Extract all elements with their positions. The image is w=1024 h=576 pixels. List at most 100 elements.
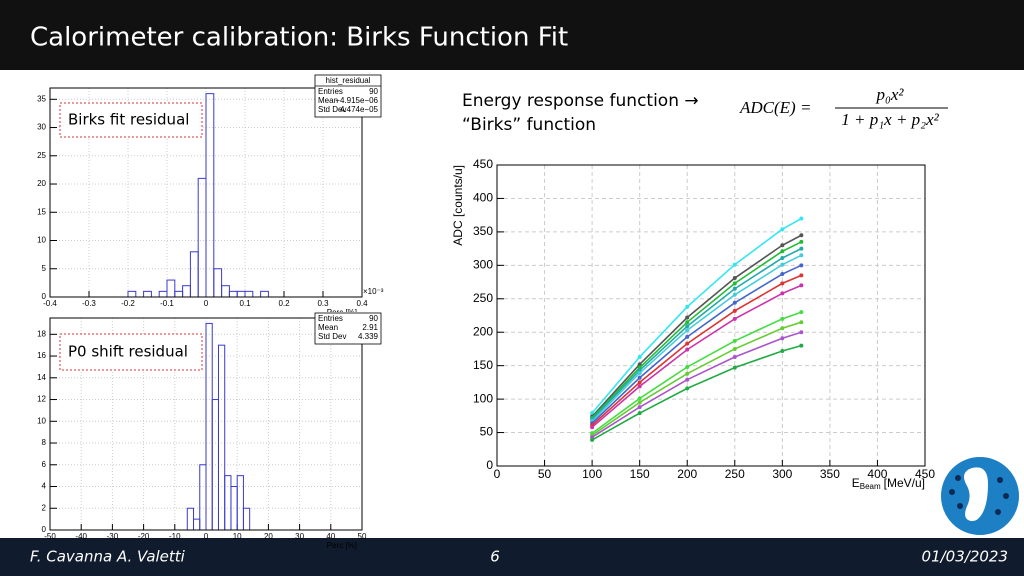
series-point (799, 320, 804, 325)
x-tick-label: 0 (204, 532, 209, 541)
series-point (780, 326, 785, 331)
series-point (799, 330, 804, 335)
x-tick-label: 350 (820, 467, 840, 481)
x-tick-label: -30 (107, 532, 119, 541)
y-tick-label: 10 (37, 416, 46, 425)
x-tick-label: 400 (867, 467, 887, 481)
stats-name: Entries (318, 87, 343, 96)
series-point (780, 272, 785, 277)
series-point (637, 384, 642, 389)
x-tick-label: -10 (169, 532, 181, 541)
y-tick-label: 25 (37, 151, 46, 160)
y-tick-label: 250 (473, 291, 493, 305)
x-axis-label: Perc [%] (327, 541, 357, 550)
x-tick-label: 0.2 (278, 299, 290, 308)
series-point (685, 377, 690, 382)
series-point (780, 262, 785, 267)
series-point (799, 233, 804, 238)
x-axis-label: EBeam [MeV/u] (852, 476, 925, 491)
x-axis-label-sub: Beam (860, 482, 881, 491)
plot-frame (496, 164, 926, 467)
logo-dot (957, 503, 963, 509)
annotation-box (59, 333, 203, 371)
y-tick-label: 350 (473, 224, 493, 238)
series-line (591, 321, 802, 436)
logo-dot (955, 475, 961, 481)
series-point (780, 255, 785, 260)
series-point (685, 386, 690, 391)
series-point (799, 216, 804, 221)
series-line (591, 274, 802, 426)
footer-authors: F. Cavanna A. Valetti (30, 548, 186, 566)
series-point (732, 300, 737, 305)
y-tick-label: 6 (42, 460, 47, 469)
x-tick-label: 150 (630, 467, 650, 481)
series-line (591, 241, 802, 419)
series-point (685, 315, 690, 320)
x-tick-label: 250 (725, 467, 745, 481)
stats-value: 90 (369, 314, 378, 323)
x-tick-label: 50 (358, 532, 367, 541)
stats-title: hist_residual (326, 76, 371, 85)
y-tick-label: 35 (37, 94, 46, 103)
x-tick-label: -0.4 (43, 299, 57, 308)
y-axis-label: ADC [counts/u] (451, 165, 465, 246)
series-point (780, 227, 785, 232)
chart-panel (445, 150, 940, 500)
series-point (637, 411, 642, 416)
x-tick-label: 0.4 (356, 299, 368, 308)
stats-name: Entries (318, 314, 343, 323)
y-tick-label: 8 (42, 438, 47, 447)
stats-box (314, 74, 382, 118)
formula-numerator: p₀x² (875, 85, 904, 104)
x-tick-label: 40 (326, 532, 335, 541)
y-tick-label: 10 (37, 236, 46, 245)
y-tick-label: 450 (473, 157, 493, 171)
series-point (685, 304, 690, 309)
x-tick-label: 200 (677, 467, 697, 481)
series-point (590, 411, 595, 416)
series-point (732, 365, 737, 370)
y-tick-label: 30 (37, 123, 46, 132)
y-tick-label: 0 (42, 525, 47, 534)
y-tick-label: 0 (42, 292, 47, 301)
x-tick-label: 100 (582, 467, 602, 481)
stats-name: Std Dev (318, 332, 346, 341)
stats-box (314, 312, 382, 345)
x-tick-label: 50 (538, 467, 552, 481)
logo-dot (949, 489, 955, 495)
series-point (732, 286, 737, 291)
stats-name: Std Dev (318, 105, 346, 114)
x-tick-label: 0 (494, 467, 501, 481)
series-line (591, 284, 802, 428)
plot-frame (49, 317, 363, 531)
series-point (732, 292, 737, 297)
slide-title: Calorimeter calibration: Birks Function … (30, 23, 568, 53)
stats-name: Mean (318, 323, 338, 332)
x-tick-label: 30 (295, 532, 304, 541)
x-tick-label: 450 (915, 467, 935, 481)
logo-foot (964, 467, 988, 522)
description: Energy response function → (462, 91, 699, 111)
series-point (780, 291, 785, 296)
series-point (637, 375, 642, 380)
description: “Birks” function (462, 115, 596, 135)
formula-denominator: 1 + p₁x + p₂x² (841, 110, 939, 129)
series-point (799, 263, 804, 268)
series-line (591, 264, 802, 424)
annotation-box (59, 102, 203, 138)
series-point (732, 276, 737, 281)
title-bar (0, 0, 1024, 70)
series-line (591, 344, 802, 441)
series-point (590, 425, 595, 430)
series-point (685, 341, 690, 346)
series-point (732, 281, 737, 286)
y-tick-label: 12 (37, 395, 46, 404)
stats-value: 2.91 (362, 323, 378, 332)
series-point (799, 253, 804, 258)
y-tick-label: 300 (473, 258, 493, 272)
series-point (637, 380, 642, 385)
series-point (637, 400, 642, 405)
series-point (732, 346, 737, 351)
